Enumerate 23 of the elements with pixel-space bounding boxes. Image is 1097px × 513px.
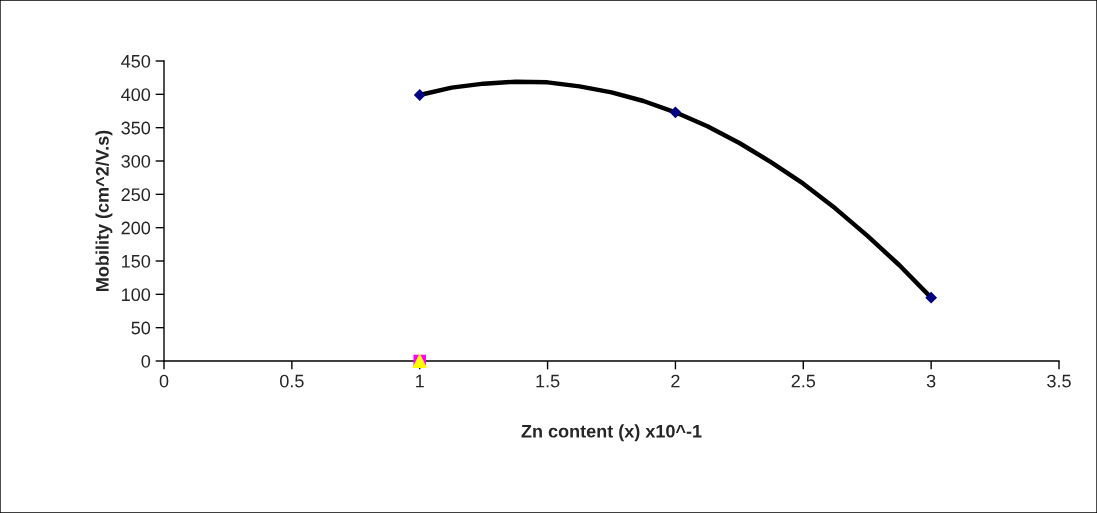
y-tick-label: 300 [121,154,151,168]
y-tick-label: 250 [121,188,151,202]
y-tick-label: 350 [121,121,151,135]
x-tick-label: 0.5 [280,374,304,388]
point [925,292,937,304]
point [414,89,426,101]
y-tick-label: 450 [121,54,151,68]
x-tick-label: 1 [416,374,424,388]
x-tick-label: 2 [671,374,680,388]
y-tick-label: 200 [121,221,151,235]
y-axis-title: Mobility (cm^2/V.s) [95,130,113,291]
x-tick-label: 0 [159,374,169,388]
x-tick-label: 1.5 [536,374,560,388]
y-tick-label: 150 [122,254,151,268]
x-tick-label: 3.5 [1047,374,1071,388]
x-tick-label: 3 [926,374,936,388]
x-axis-title: Zn content (x) x10^-1 [521,424,702,442]
y-tick-label: 400 [121,88,151,102]
x-tick-label: 2.5 [791,374,816,388]
point [669,106,682,118]
y-tick-label: 0 [141,354,151,368]
y-tick-label: 50 [131,321,151,335]
y-tick-label: 100 [122,288,151,302]
